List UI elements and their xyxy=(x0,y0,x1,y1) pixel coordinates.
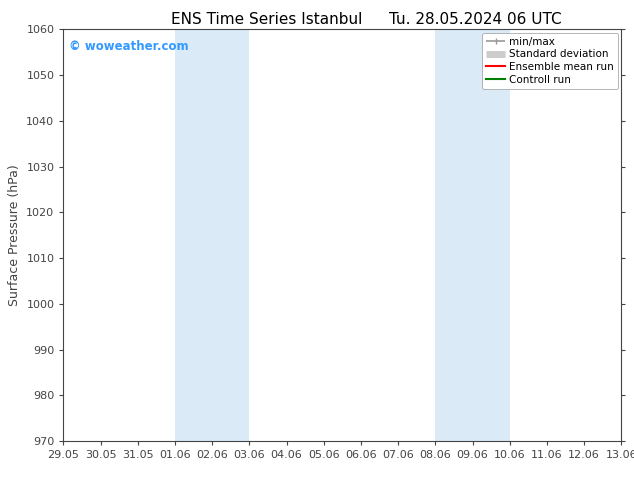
Bar xyxy=(175,29,249,441)
Text: ENS Time Series Istanbul: ENS Time Series Istanbul xyxy=(171,12,362,27)
Bar xyxy=(436,29,510,441)
Text: © woweather.com: © woweather.com xyxy=(69,40,188,53)
Y-axis label: Surface Pressure (hPa): Surface Pressure (hPa) xyxy=(8,164,21,306)
Text: Tu. 28.05.2024 06 UTC: Tu. 28.05.2024 06 UTC xyxy=(389,12,562,27)
Legend: min/max, Standard deviation, Ensemble mean run, Controll run: min/max, Standard deviation, Ensemble me… xyxy=(482,32,618,89)
